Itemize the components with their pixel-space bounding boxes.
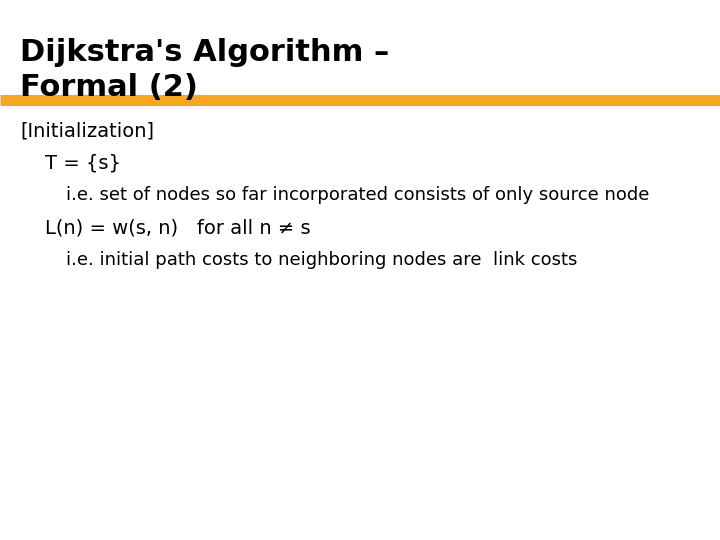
Text: Dijkstra's Algorithm –
Formal (2): Dijkstra's Algorithm – Formal (2) xyxy=(20,38,390,102)
Text: i.e. set of nodes so far incorporated consists of only source node: i.e. set of nodes so far incorporated co… xyxy=(20,186,649,204)
Text: [Initialization]: [Initialization] xyxy=(20,122,154,140)
Text: T = {s}: T = {s} xyxy=(20,154,121,173)
Text: L(n) = w(s, n)   for all n ≠ s: L(n) = w(s, n) for all n ≠ s xyxy=(20,219,311,238)
Text: i.e. initial path costs to neighboring nodes are  link costs: i.e. initial path costs to neighboring n… xyxy=(20,251,577,269)
